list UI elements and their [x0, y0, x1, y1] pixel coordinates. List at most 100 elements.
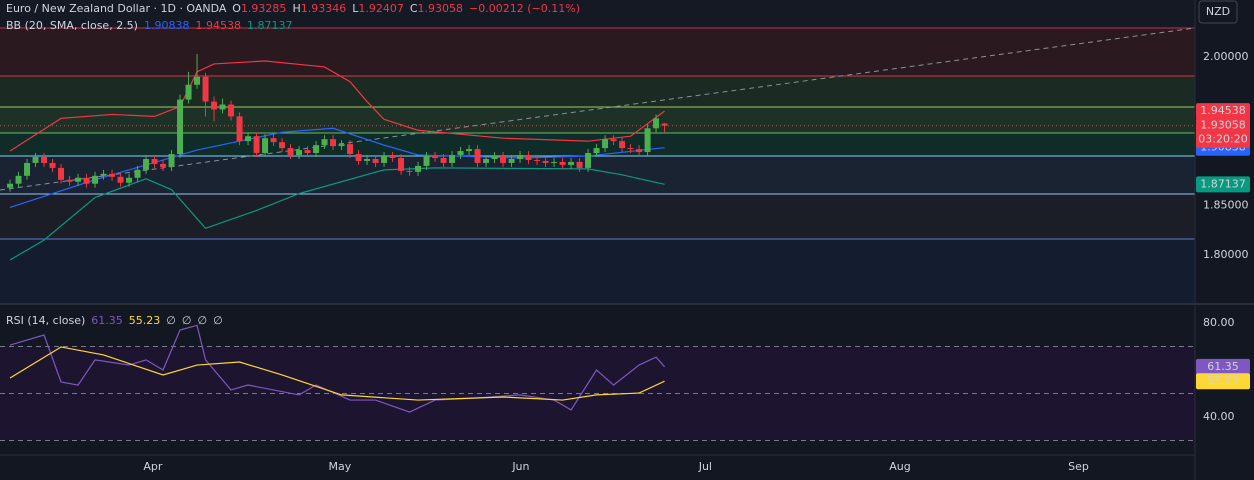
ohlc-label: L: [352, 2, 359, 15]
candle-body: [185, 84, 192, 100]
x-tick-label: Jun: [511, 460, 529, 473]
price-badge: [1196, 103, 1250, 120]
candle-body: [610, 139, 617, 142]
candle-body: [262, 138, 269, 154]
candle-body: [279, 142, 286, 149]
zone: [0, 239, 1195, 303]
candle-body: [525, 155, 532, 160]
symbol: Euro / New Zealand Dollar · 1D · OANDA: [6, 2, 227, 15]
price-badge-label: 61.35: [1207, 360, 1239, 373]
candle-body: [245, 136, 252, 142]
empty-value: ∅: [182, 314, 192, 327]
x-tick-label: Sep: [1068, 460, 1089, 473]
candle-body: [406, 170, 413, 172]
y-tick-label: 1.80000: [1203, 248, 1249, 261]
y-tick-label: 80.00: [1203, 316, 1235, 329]
candle-body: [534, 159, 541, 161]
ohlc-value: 1.93058: [418, 2, 464, 15]
price-badge-label: 55.23: [1207, 374, 1239, 387]
candle-body: [24, 162, 31, 176]
candle-body: [338, 144, 345, 147]
indicator-name: RSI (14, close): [6, 314, 85, 327]
candle-body: [160, 163, 167, 167]
candle-body: [389, 156, 396, 158]
candle-body: [542, 160, 549, 163]
candle-body: [661, 123, 668, 126]
candle-body: [347, 144, 354, 155]
empty-value: ∅: [197, 314, 207, 327]
candle-body: [517, 155, 524, 159]
candle-body: [355, 154, 362, 161]
candle-body: [126, 177, 133, 183]
candle-body: [636, 149, 643, 153]
candle-body: [398, 157, 405, 171]
ohlc-value: 1.92407: [358, 2, 404, 15]
candle-body: [287, 148, 294, 156]
candle-body: [100, 173, 107, 176]
candle-body: [576, 161, 583, 168]
ohlc-label: H: [292, 2, 300, 15]
symbol-legend: Euro / New Zealand Dollar · 1D · OANDA O1…: [6, 2, 580, 15]
candle-body: [474, 149, 481, 163]
zone: [0, 107, 1195, 133]
candle-body: [168, 154, 175, 167]
currency-box[interactable]: [1198, 0, 1238, 24]
price-badge: [1196, 358, 1250, 375]
y-tick-label: 1.85000: [1203, 198, 1249, 211]
candle-body: [177, 99, 184, 155]
candle-body: [253, 136, 260, 154]
zone: [0, 156, 1195, 194]
candle-body: [500, 156, 507, 163]
indicator-value: 1.87137: [247, 19, 293, 32]
rsi-legend: RSI (14, close) 61.35 55.23 ∅ ∅ ∅ ∅: [6, 314, 223, 327]
candle-body: [449, 155, 456, 163]
candle-body: [491, 156, 498, 159]
candle-body: [364, 158, 371, 161]
zone: [0, 28, 1195, 76]
trend-line: [0, 27, 1196, 191]
x-tick-label: Jul: [698, 460, 712, 473]
candle-body: [568, 161, 575, 165]
rsi-line: [9, 346, 665, 401]
candle-body: [372, 158, 379, 163]
candle-body: [304, 150, 311, 154]
price-badge-label: 1.94538: [1200, 104, 1246, 117]
indicator-value: 1.94538: [195, 19, 241, 32]
ohlc-label: C: [410, 2, 418, 15]
rsi-band: [0, 346, 1195, 440]
ohlc-label: O: [232, 2, 241, 15]
candle-body: [202, 76, 209, 102]
price-badge: [1196, 373, 1250, 390]
candle-body: [32, 156, 39, 163]
candle-body: [415, 165, 422, 172]
candle-body: [109, 173, 116, 177]
price-zones: [0, 27, 1196, 303]
countdown: 03:20:20: [1198, 133, 1247, 146]
candle-body: [457, 151, 464, 156]
empty-value: ∅: [166, 314, 176, 327]
candle-body: [7, 183, 14, 188]
currency[interactable]: NZD: [1206, 5, 1230, 18]
candle-body: [236, 116, 243, 142]
candle-body: [83, 177, 90, 184]
candle-body: [466, 149, 473, 152]
candle-body: [219, 104, 226, 110]
indicator-name: BB (20, SMA, close, 2.5): [6, 19, 138, 32]
candle-body: [296, 150, 303, 156]
y-tick-label: 2.00000: [1203, 50, 1249, 63]
candle-body: [653, 118, 660, 129]
candle-body: [49, 162, 56, 168]
candle-body: [58, 167, 65, 180]
ohlc-value: 1.93346: [301, 2, 347, 15]
candle-body: [585, 153, 592, 168]
ohlc-value: 1.93285: [241, 2, 287, 15]
candle-body: [143, 158, 150, 170]
candle-body: [211, 101, 218, 110]
band-line: [9, 127, 665, 209]
candle-body: [194, 76, 201, 85]
price-badge: [1196, 117, 1250, 148]
marks: 2.00000 1.85000 1.80000 Apr May Jun Jul Aug Sep 1…: [0, 50, 1250, 473]
candle-body: [644, 128, 651, 153]
candle-body: [228, 104, 235, 117]
